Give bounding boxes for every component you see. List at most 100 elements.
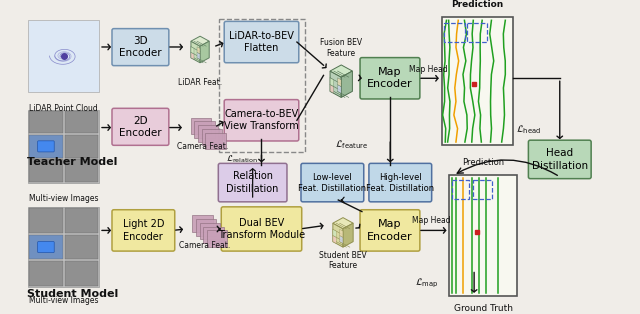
Text: $\mathcal{L}_\mathrm{feature}$: $\mathcal{L}_\mathrm{feature}$ <box>335 138 368 151</box>
Bar <box>200 223 220 240</box>
Bar <box>204 226 223 243</box>
Text: Prediction: Prediction <box>462 158 504 167</box>
Polygon shape <box>333 236 336 243</box>
FancyBboxPatch shape <box>360 57 420 99</box>
Bar <box>198 125 218 142</box>
Polygon shape <box>191 52 194 59</box>
Text: 2D
Encoder: 2D Encoder <box>119 116 162 138</box>
Text: LiDAR-to-BEV
Flatten: LiDAR-to-BEV Flatten <box>229 31 294 53</box>
Polygon shape <box>340 236 343 243</box>
Bar <box>444 23 465 42</box>
Text: $\mathcal{L}_\mathrm{map}$: $\mathcal{L}_\mathrm{map}$ <box>415 277 438 290</box>
FancyBboxPatch shape <box>224 21 299 63</box>
Bar <box>29 135 63 158</box>
FancyBboxPatch shape <box>360 210 420 251</box>
Text: LiDAR Feat.: LiDAR Feat. <box>178 78 222 87</box>
Polygon shape <box>333 218 353 229</box>
Polygon shape <box>340 229 343 237</box>
Bar <box>29 160 63 182</box>
Text: Ground Truth: Ground Truth <box>454 304 513 313</box>
Polygon shape <box>337 84 341 93</box>
Bar <box>467 23 486 42</box>
Bar <box>449 175 517 295</box>
Text: Map Head: Map Head <box>409 65 447 74</box>
Text: Camera Feat.: Camera Feat. <box>179 241 230 250</box>
Bar <box>194 122 214 138</box>
Text: Relation
Distillation: Relation Distillation <box>227 171 279 194</box>
Text: Multi-view Images: Multi-view Images <box>29 296 99 306</box>
Polygon shape <box>333 223 343 247</box>
FancyBboxPatch shape <box>529 140 591 179</box>
Bar <box>29 261 63 286</box>
Bar <box>191 118 211 134</box>
Bar <box>207 230 227 247</box>
Text: Feature: Feature <box>328 262 358 270</box>
Bar <box>473 180 492 199</box>
Polygon shape <box>191 47 194 54</box>
Text: Teacher Model: Teacher Model <box>27 157 117 167</box>
Bar <box>202 129 222 145</box>
Bar <box>28 207 99 287</box>
FancyBboxPatch shape <box>218 163 287 202</box>
FancyBboxPatch shape <box>301 163 364 202</box>
Bar <box>219 19 305 152</box>
Polygon shape <box>191 41 200 63</box>
FancyBboxPatch shape <box>112 29 169 66</box>
FancyBboxPatch shape <box>38 241 54 252</box>
Polygon shape <box>197 47 200 54</box>
Bar <box>65 111 98 133</box>
Text: Camera Feat.: Camera Feat. <box>177 142 228 151</box>
FancyBboxPatch shape <box>112 108 169 145</box>
Polygon shape <box>191 36 209 46</box>
Polygon shape <box>197 52 200 59</box>
FancyBboxPatch shape <box>369 163 431 202</box>
Bar <box>65 261 98 286</box>
Text: Map
Encoder: Map Encoder <box>367 219 413 241</box>
Text: Camera-to-BEV
View Transform: Camera-to-BEV View Transform <box>224 109 299 132</box>
Text: Student BEV: Student BEV <box>319 251 367 260</box>
Bar <box>65 208 98 233</box>
Text: High-level
Feat. Distillation: High-level Feat. Distillation <box>366 173 435 193</box>
Text: Feature: Feature <box>326 49 356 58</box>
Polygon shape <box>343 223 353 247</box>
Polygon shape <box>337 78 341 87</box>
Polygon shape <box>330 78 334 87</box>
Text: $\mathcal{L}_\mathrm{head}$: $\mathcal{L}_\mathrm{head}$ <box>516 123 541 136</box>
Text: Multi-view Images: Multi-view Images <box>29 194 99 203</box>
Text: Student Model: Student Model <box>27 289 118 299</box>
Polygon shape <box>330 65 353 77</box>
Bar <box>29 235 63 259</box>
Text: Map
Encoder: Map Encoder <box>367 67 413 89</box>
Text: Map Head: Map Head <box>412 216 451 225</box>
Bar <box>452 180 469 199</box>
Polygon shape <box>330 84 334 93</box>
Bar <box>65 235 98 259</box>
FancyBboxPatch shape <box>221 207 301 251</box>
Text: Fusion BEV: Fusion BEV <box>320 38 362 47</box>
FancyBboxPatch shape <box>112 210 175 251</box>
Text: Dual BEV
Transform Module: Dual BEV Transform Module <box>218 218 305 240</box>
Bar <box>205 133 225 149</box>
Polygon shape <box>333 229 336 237</box>
Text: LiDAR Point Cloud: LiDAR Point Cloud <box>29 104 98 113</box>
Bar <box>442 18 513 145</box>
Text: Light 2D
Encoder: Light 2D Encoder <box>123 219 164 241</box>
Bar <box>29 111 63 133</box>
Polygon shape <box>330 71 341 97</box>
Polygon shape <box>341 71 353 97</box>
Bar <box>28 20 99 92</box>
Polygon shape <box>200 41 209 63</box>
FancyBboxPatch shape <box>38 141 54 152</box>
Bar <box>29 208 63 233</box>
Text: $\mathcal{L}_\mathrm{relation}$: $\mathcal{L}_\mathrm{relation}$ <box>227 153 259 165</box>
Bar <box>28 110 99 183</box>
Text: 3D
Encoder: 3D Encoder <box>119 36 162 58</box>
Text: Head
Distillation: Head Distillation <box>532 148 588 171</box>
Text: Prediction: Prediction <box>451 0 503 9</box>
Text: Low-level
Feat. Distillation: Low-level Feat. Distillation <box>298 173 367 193</box>
FancyBboxPatch shape <box>224 100 299 141</box>
Bar <box>65 135 98 158</box>
Bar <box>65 160 98 182</box>
Bar <box>192 215 212 232</box>
Bar <box>196 219 216 236</box>
